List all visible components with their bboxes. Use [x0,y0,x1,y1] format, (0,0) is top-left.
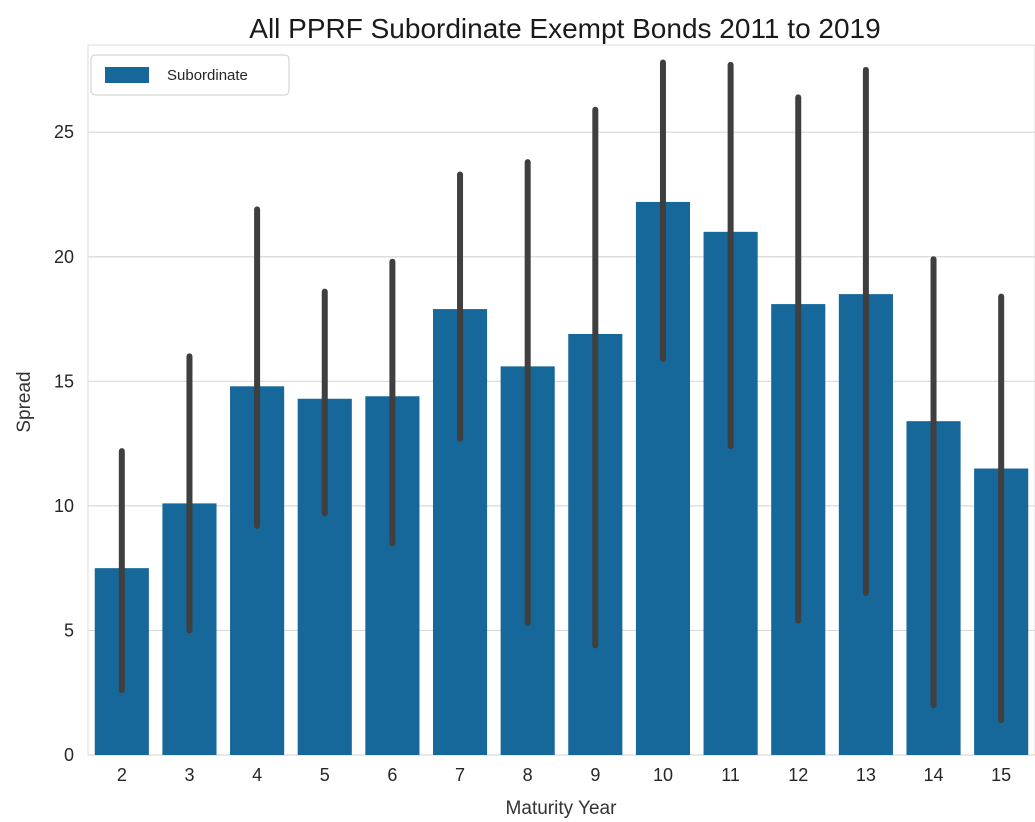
plot-area: 0 5 10 15 20 25 2 3 4 5 6 7 8 9 10 11 12 13 14 15 [54,44,1035,785]
x-tick-label: 6 [387,765,397,785]
x-tick-label: 2 [117,765,127,785]
x-tick-label: 4 [252,765,262,785]
y-axis: 0 5 10 15 20 25 [54,122,74,765]
x-axis-label: Maturity Year [506,798,618,819]
legend: Subordinate [90,54,290,96]
x-tick-label: 14 [924,765,944,785]
x-tick-label: 13 [856,765,876,785]
y-tick-label: 20 [54,247,74,267]
y-tick-label: 10 [54,496,74,516]
x-tick-label: 3 [184,765,194,785]
x-axis: 2 3 4 5 6 7 8 9 10 11 12 13 14 15 [117,765,1011,785]
x-tick-label: 12 [788,765,808,785]
legend-label: Subordinate [167,67,248,84]
x-tick-label: 9 [590,765,600,785]
x-tick-label: 5 [320,765,330,785]
y-tick-label: 0 [64,745,74,765]
error-bars [118,59,1005,724]
y-tick-label: 15 [54,371,74,391]
legend-swatch [105,67,149,83]
x-tick-label: 11 [721,765,740,785]
chart-title: All PPRF Subordinate Exempt Bonds 2011 t… [249,13,880,44]
y-tick-label: 25 [54,122,74,142]
x-tick-label: 7 [455,765,465,785]
y-tick-label: 5 [64,620,74,640]
y-axis-label: Spread [14,371,35,432]
x-tick-label: 10 [653,765,673,785]
x-tick-label: 8 [523,765,533,785]
x-tick-label: 15 [991,765,1011,785]
legend-frame [90,54,290,96]
